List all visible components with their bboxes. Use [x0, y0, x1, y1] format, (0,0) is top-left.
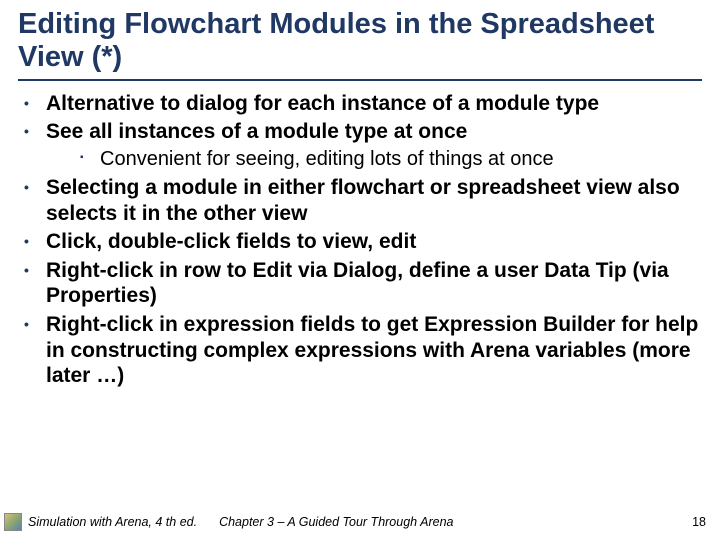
bullet-text: See all instances of a module type at on… [46, 120, 467, 143]
bullet-list: Alternative to dialog for each instance … [18, 91, 702, 389]
slide: Editing Flowchart Modules in the Spreads… [0, 0, 720, 540]
footer-page-number: 18 [692, 515, 706, 529]
bullet-item: Alternative to dialog for each instance … [18, 91, 702, 117]
book-cover-icon [4, 513, 22, 531]
bullet-item: See all instances of a module type at on… [18, 119, 702, 172]
bullet-item: Selecting a module in either flowchart o… [18, 175, 702, 226]
bullet-item: Right-click in row to Edit via Dialog, d… [18, 258, 702, 309]
sub-bullet-list: Convenient for seeing, editing lots of t… [46, 147, 702, 172]
sub-bullet-item: Convenient for seeing, editing lots of t… [46, 147, 702, 172]
title-underline [18, 79, 702, 81]
footer-chapter: Chapter 3 – A Guided Tour Through Arena [219, 515, 453, 529]
bullet-item: Click, double-click fields to view, edit [18, 229, 702, 255]
slide-title: Editing Flowchart Modules in the Spreads… [18, 8, 702, 75]
slide-footer: Simulation with Arena, 4 th ed. Chapter … [0, 510, 720, 534]
footer-book-title: Simulation with Arena, 4 th ed. [28, 515, 197, 529]
bullet-item: Right-click in expression fields to get … [18, 312, 702, 389]
